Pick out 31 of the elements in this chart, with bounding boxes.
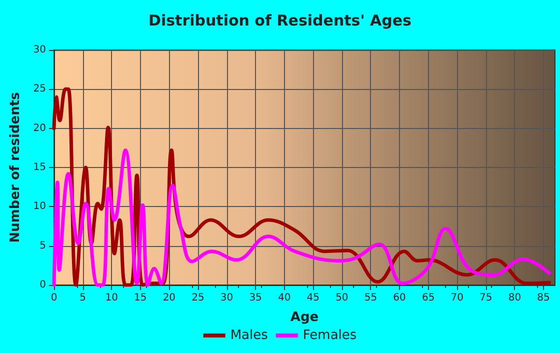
chart-title: Distribution of Residents' Ages — [148, 12, 412, 30]
y-tick-label: 30 — [33, 44, 46, 56]
x-tick-label: 75 — [480, 292, 492, 304]
y-tick-label: 0 — [40, 280, 46, 290]
y-axis-title: Number of residents — [8, 92, 23, 243]
x-tick-label: 35 — [249, 292, 262, 304]
x-tick-label: 30 — [220, 292, 234, 304]
x-tick-label: 60 — [393, 292, 406, 304]
y-tick-label: 20 — [33, 122, 46, 134]
x-tick-label: 55 — [364, 292, 378, 304]
x-axis-title: Age — [290, 310, 319, 325]
x-tick-label: 50 — [336, 292, 348, 304]
x-tick-label: 20 — [162, 292, 176, 304]
x-tick-label: 65 — [422, 292, 435, 304]
y-tick-label: 25 — [33, 84, 46, 95]
legend-label: Males — [230, 328, 268, 343]
x-tick-label: 40 — [278, 292, 291, 304]
x-tick-label: 5 — [80, 292, 86, 304]
x-tick-label: 25 — [192, 292, 204, 304]
y-tick-label: 5 — [40, 240, 46, 252]
x-tick-label: 0 — [50, 292, 58, 304]
y-tick-label: 15 — [33, 162, 46, 173]
x-tick-label: 15 — [134, 292, 147, 304]
x-tick-label: 45 — [306, 292, 320, 304]
x-tick-label: 10 — [105, 292, 118, 304]
line-series — [52, 148, 551, 287]
x-tick-label: 85 — [537, 292, 550, 304]
x-tick-label: 70 — [450, 292, 464, 304]
x-tick-label: 80 — [508, 292, 522, 304]
legend-label: Females — [302, 328, 357, 343]
y-tick-label: 10 — [33, 201, 46, 212]
